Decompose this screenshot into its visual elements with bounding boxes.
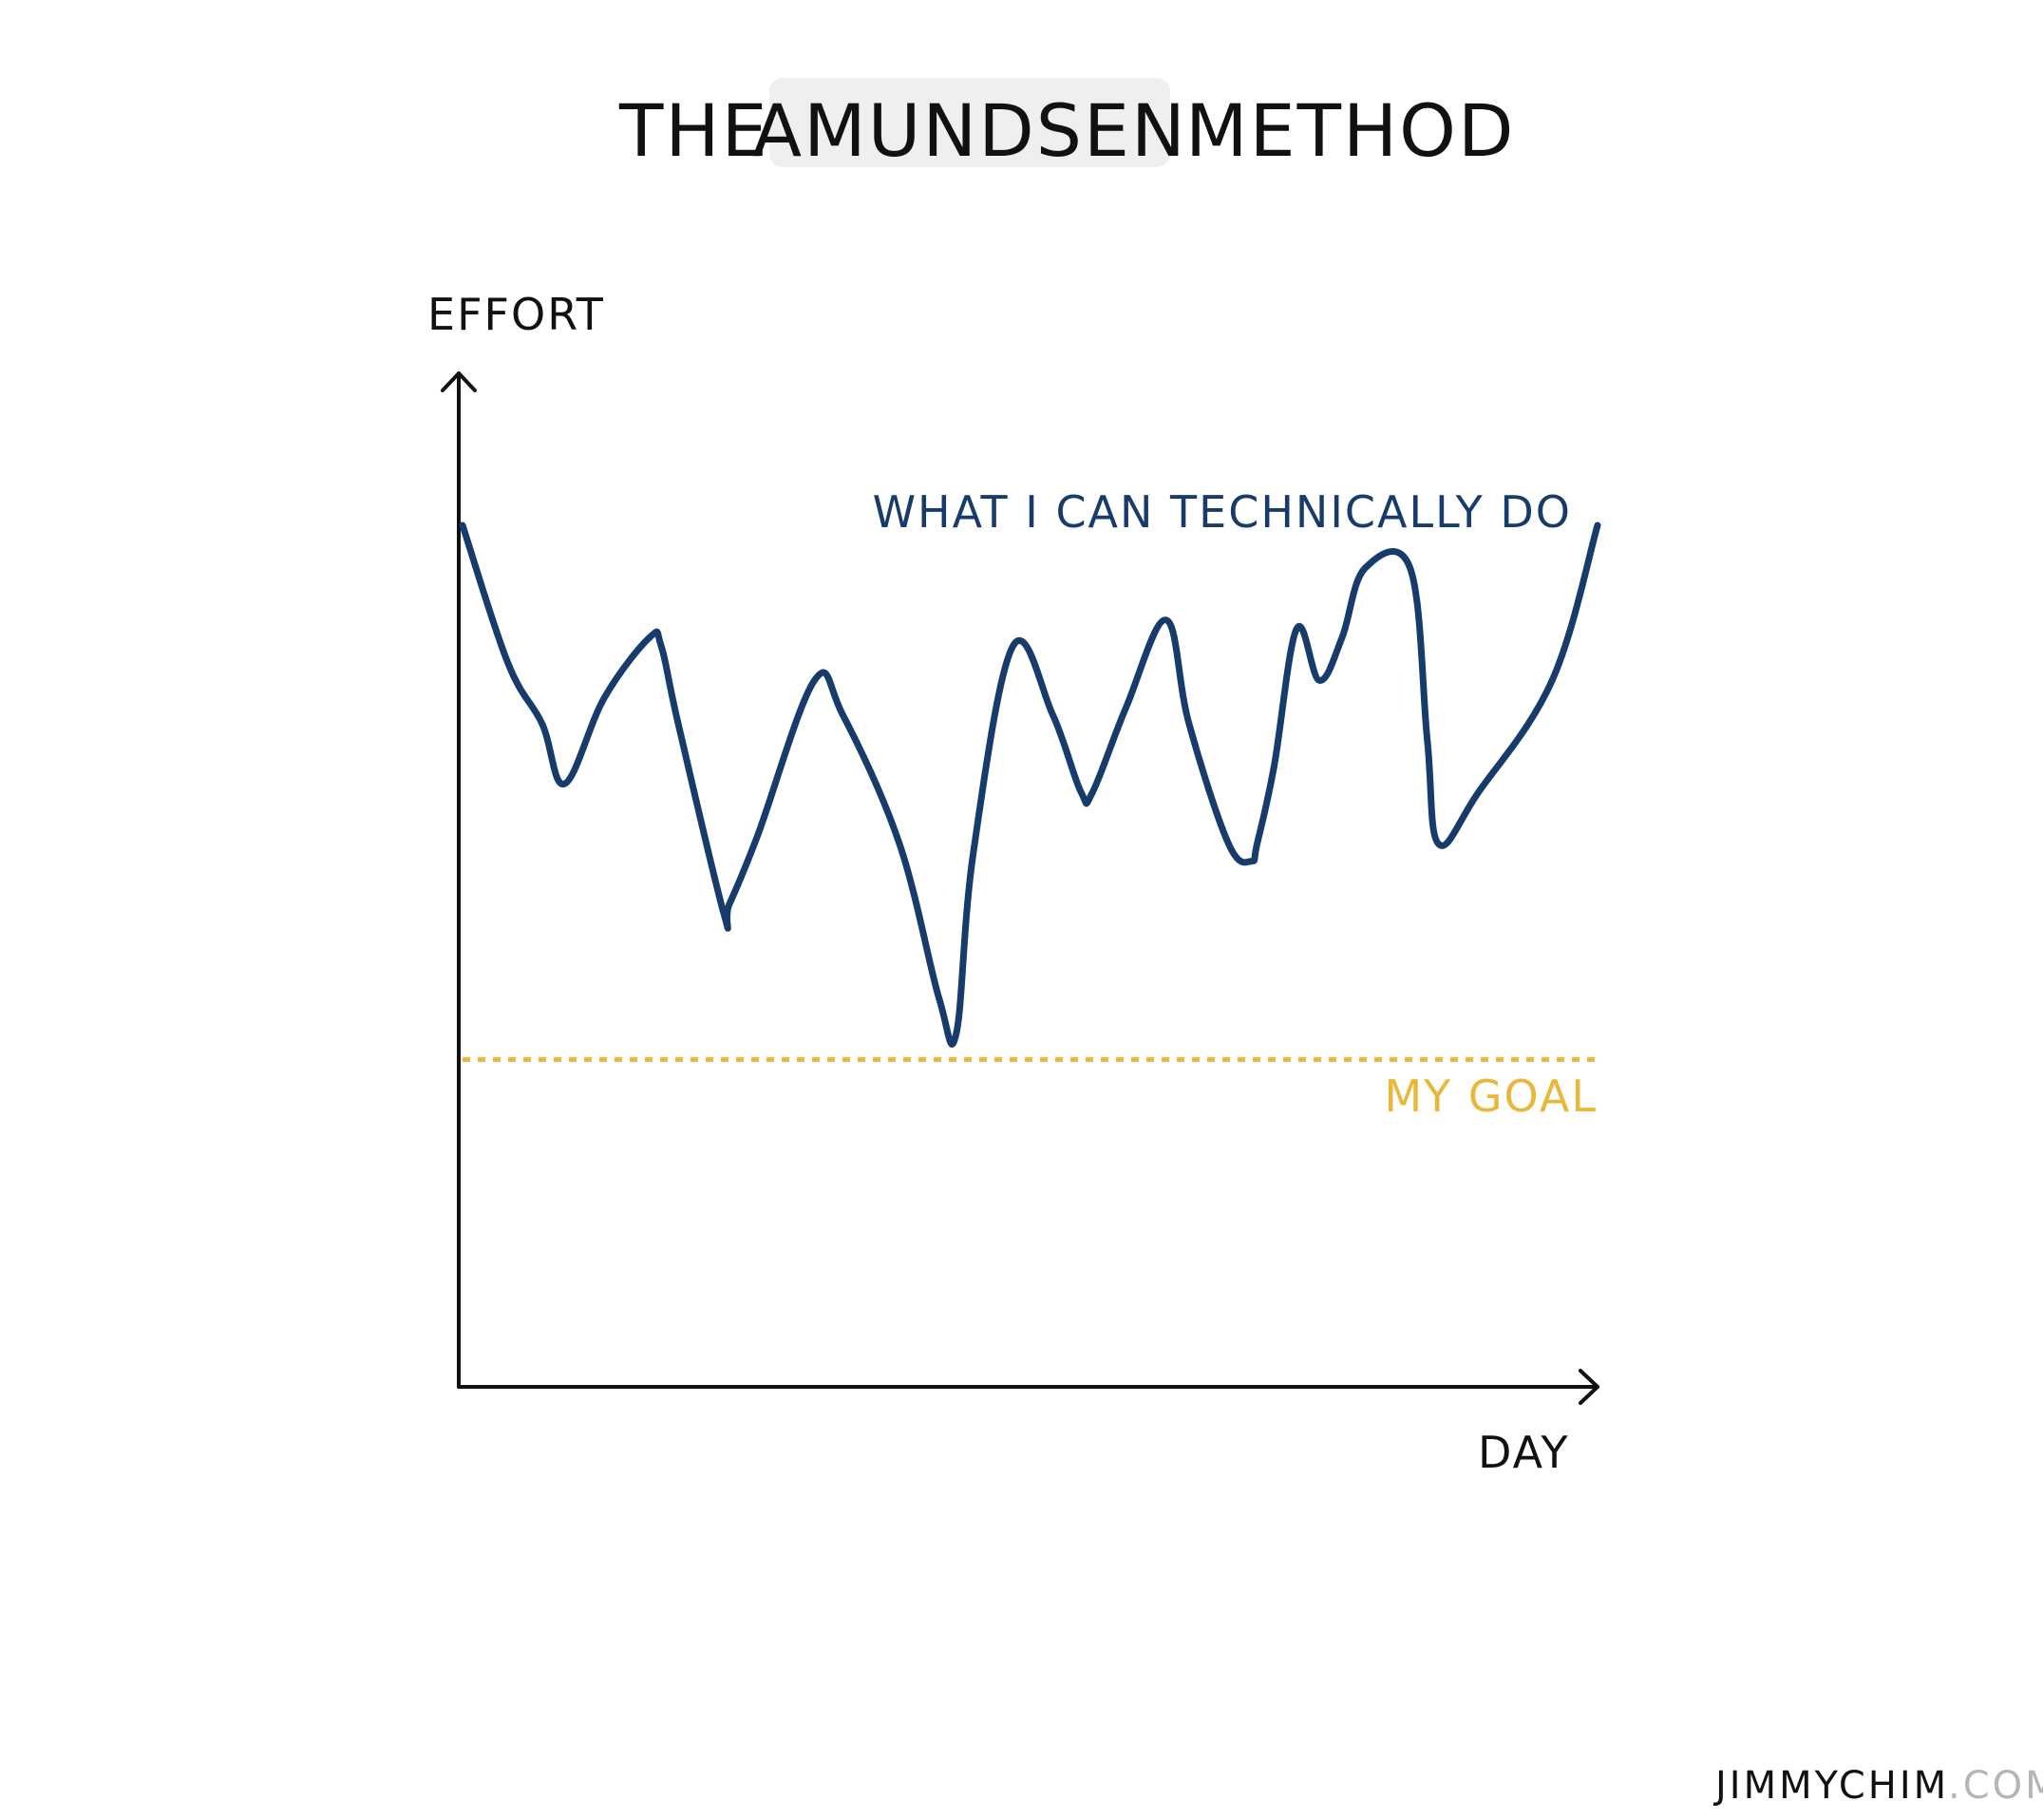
title-suffix: METHOD xyxy=(1185,88,1516,173)
x-axis-arrow xyxy=(1579,1369,1599,1405)
series-layer xyxy=(459,521,1601,1062)
y-axis-label: EFFORT xyxy=(427,289,605,340)
x-axis-label: DAY xyxy=(1478,1427,1570,1478)
series-line-technically xyxy=(459,521,1601,1048)
credit: JIMMYCHIM .COM xyxy=(1712,1764,2043,1808)
series-label-technically: WHAT I CAN TECHNICALLY DO xyxy=(873,486,1572,538)
title-prefix: THE xyxy=(618,88,769,173)
credit-suffix: .COM xyxy=(1948,1764,2043,1808)
axes xyxy=(441,371,1599,1405)
series-label-goal: MY GOAL xyxy=(1384,1071,1598,1122)
credit-main: JIMMYCHIM xyxy=(1712,1764,1949,1808)
title-highlight-box xyxy=(769,78,1170,167)
y-axis-arrow xyxy=(441,371,477,392)
title-highlight: AMUNDSEN xyxy=(752,88,1187,173)
chart-title: THE AMUNDSEN METHOD xyxy=(618,78,1516,173)
